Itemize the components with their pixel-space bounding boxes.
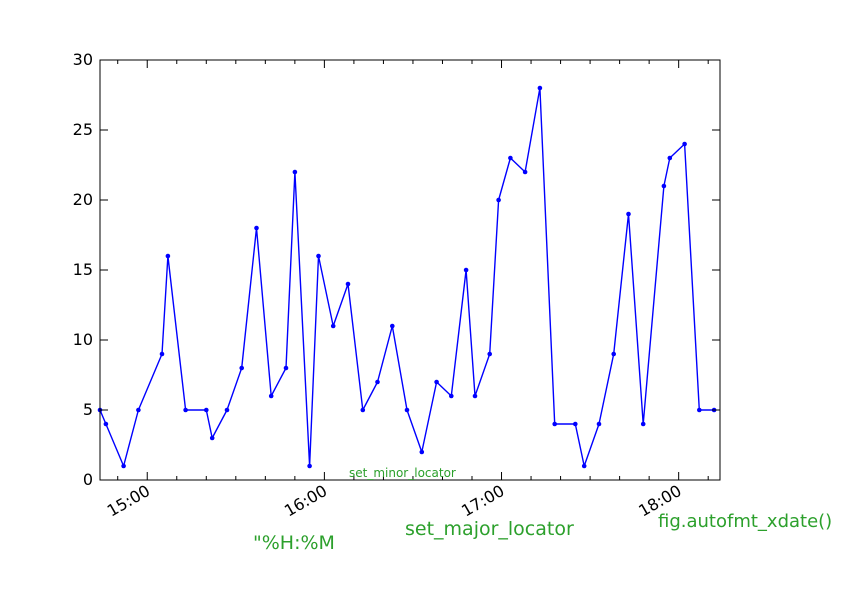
annotation-major-locator: set_major_locator [405, 518, 574, 540]
data-point [360, 407, 366, 413]
data-point [404, 407, 410, 413]
data-point [254, 225, 259, 231]
data-point [508, 155, 513, 161]
y-tick-label: 10 [73, 330, 93, 349]
annotation-minor-locator: set_minor_locator [349, 466, 456, 480]
data-point [537, 85, 543, 91]
data-point [552, 421, 557, 427]
data-point [449, 393, 454, 399]
data-point [626, 211, 631, 217]
data-point [204, 407, 209, 413]
data-point [345, 281, 351, 287]
data-point [330, 323, 336, 329]
y-tick-label: 0 [83, 470, 93, 489]
data-point [239, 365, 244, 371]
data-point [697, 407, 702, 413]
data-point [496, 197, 501, 203]
data-point [661, 183, 667, 189]
data-point [434, 379, 439, 385]
y-tick-label: 15 [73, 260, 93, 279]
annotation-autofmt-xdate: fig.autofmt_xdate() [658, 511, 832, 532]
data-point [390, 323, 395, 329]
data-point [667, 155, 673, 161]
y-tick-label: 25 [73, 120, 93, 139]
data-point [640, 421, 646, 427]
y-tick-label: 20 [73, 190, 93, 209]
data-point [573, 421, 578, 427]
data-point [183, 407, 188, 413]
plot-layer [97, 85, 717, 469]
data-point [268, 393, 274, 399]
data-point [472, 393, 478, 399]
data-point [522, 169, 528, 175]
data-point [165, 253, 171, 259]
y-tick-label: 5 [83, 400, 93, 419]
data-point [316, 253, 321, 259]
data-point [224, 407, 230, 413]
y-tick-label: 30 [73, 50, 93, 69]
data-point [581, 463, 587, 469]
data-point [682, 141, 687, 147]
data-point [419, 449, 425, 455]
data-point [487, 351, 493, 357]
data-point [283, 365, 289, 371]
data-point [209, 435, 215, 441]
data-point [596, 421, 602, 427]
data-point [292, 169, 298, 175]
data-point [136, 407, 141, 413]
data-point [121, 463, 126, 469]
data-point [611, 351, 616, 357]
data-point [159, 351, 165, 357]
data-point [375, 379, 380, 385]
data-point [307, 463, 312, 469]
data-point [463, 267, 469, 273]
annotation-date-format: "%H:%M [253, 532, 335, 554]
data-point [103, 421, 109, 427]
